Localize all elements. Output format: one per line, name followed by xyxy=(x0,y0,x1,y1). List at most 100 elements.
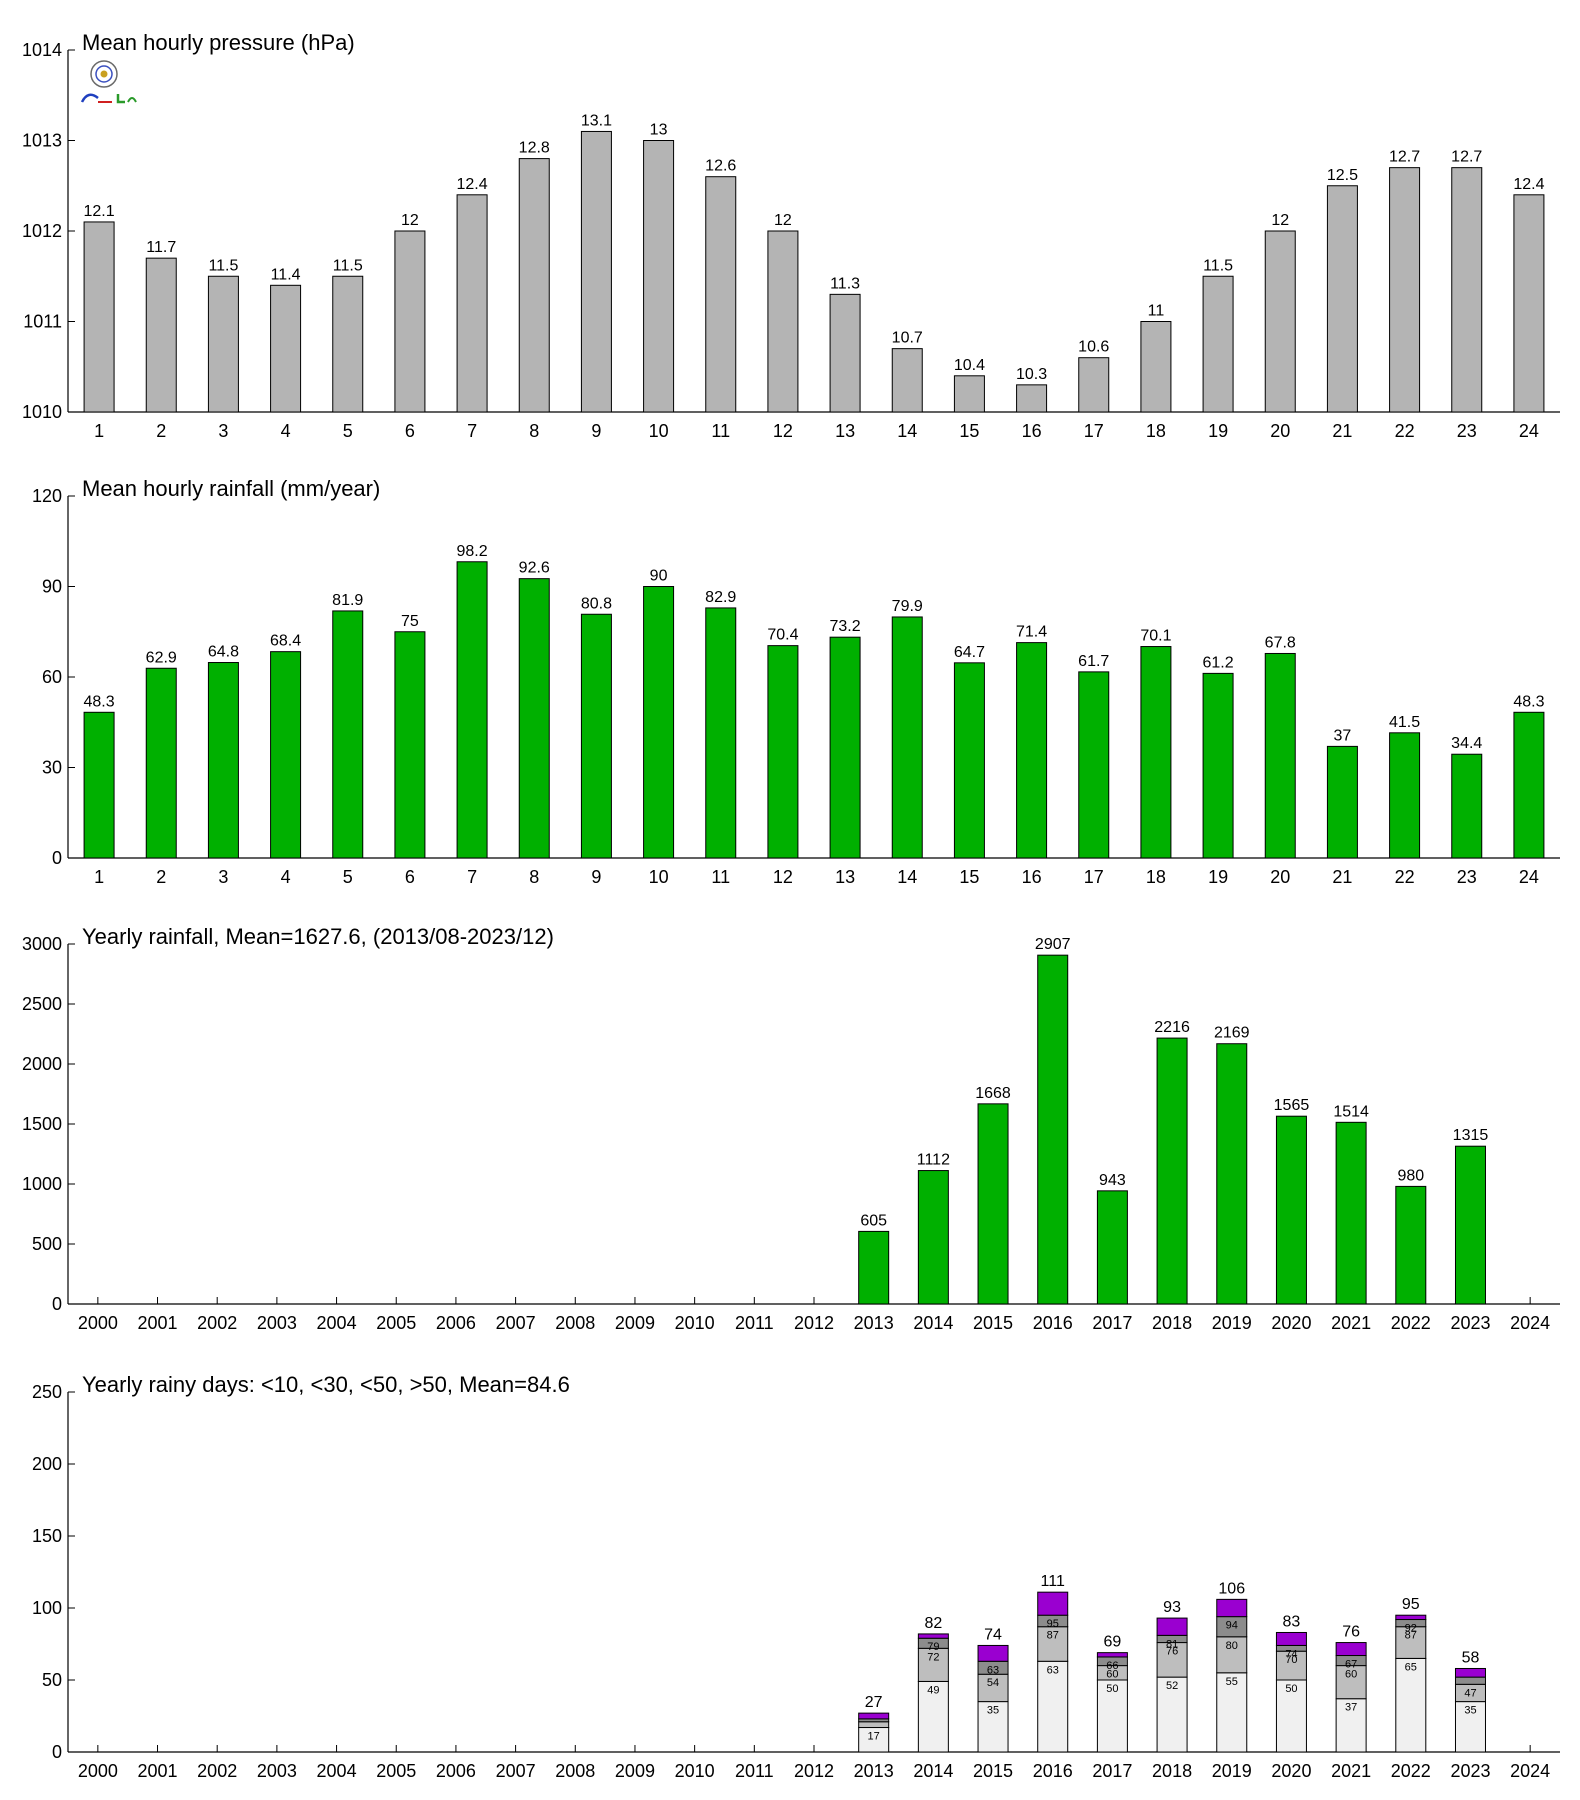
segment-lt10 xyxy=(917,1680,949,1753)
x-tick-label: 11 xyxy=(711,421,730,441)
data-label: 13.1 xyxy=(581,112,612,129)
x-tick-label: 22 xyxy=(1395,867,1415,887)
segment-label: 95 xyxy=(1047,1618,1059,1630)
bar xyxy=(456,561,488,859)
data-label: 27 xyxy=(865,1694,883,1711)
data-label: 12.5 xyxy=(1327,167,1358,184)
bar xyxy=(207,662,239,859)
segment-lt10 xyxy=(1037,1660,1069,1753)
bar xyxy=(891,348,923,413)
x-tick-label: 7 xyxy=(467,421,477,441)
x-tick-label: 20 xyxy=(1270,867,1290,887)
x-tick-label: 17 xyxy=(1084,867,1104,887)
bar xyxy=(953,375,985,413)
x-tick-label: 2006 xyxy=(436,1313,476,1333)
bar xyxy=(953,662,985,859)
segment-label: 66 xyxy=(1106,1660,1118,1672)
data-label: 1668 xyxy=(975,1085,1011,1102)
segment-gt50 xyxy=(1037,1591,1069,1616)
bar xyxy=(891,616,923,859)
x-tick-label: 2021 xyxy=(1331,1761,1371,1781)
data-label: 62.9 xyxy=(146,649,177,666)
data-label: 71.4 xyxy=(1016,624,1047,641)
segment-gt50 xyxy=(1216,1598,1248,1618)
x-tick-label: 2009 xyxy=(615,1313,655,1333)
x-tick-label: 2024 xyxy=(1510,1313,1550,1333)
x-tick-label: 13 xyxy=(835,421,855,441)
segment-gt50 xyxy=(1275,1631,1307,1646)
segment-gt50 xyxy=(1335,1642,1367,1657)
segment-lt10 xyxy=(1275,1679,1307,1753)
data-label: 37 xyxy=(1334,727,1352,744)
segment-lt10 xyxy=(858,1727,890,1753)
data-label: 70.4 xyxy=(767,627,798,644)
x-tick-label: 2000 xyxy=(78,1761,118,1781)
x-tick-label: 2022 xyxy=(1391,1313,1431,1333)
y-tick-label: 90 xyxy=(42,577,62,597)
segment-label: 35 xyxy=(1464,1705,1476,1717)
bar xyxy=(518,158,550,413)
y-tick-label: 100 xyxy=(32,1598,62,1618)
data-label: 943 xyxy=(1099,1172,1126,1189)
x-tick-label: 2019 xyxy=(1212,1761,1252,1781)
x-tick-label: 6 xyxy=(405,421,415,441)
bar xyxy=(1454,1145,1486,1305)
bar xyxy=(1156,1037,1188,1305)
chart-title-2: Mean hourly rainfall (mm/year) xyxy=(82,476,380,501)
x-tick-label: 10 xyxy=(649,421,669,441)
bar xyxy=(1389,732,1421,859)
bar xyxy=(1037,954,1069,1305)
x-tick-label: 2004 xyxy=(317,1761,357,1781)
x-tick-label: 2018 xyxy=(1152,1313,1192,1333)
data-label: 12 xyxy=(1271,212,1289,229)
bar xyxy=(1096,1190,1128,1305)
data-label: 980 xyxy=(1397,1167,1424,1184)
bar xyxy=(1216,1043,1248,1305)
x-tick-label: 2014 xyxy=(913,1313,953,1333)
data-label: 10.6 xyxy=(1078,339,1109,356)
segment-label: 60 xyxy=(1345,1669,1357,1681)
segment-label: 72 xyxy=(927,1651,939,1663)
x-tick-label: 2009 xyxy=(615,1761,655,1781)
x-tick-label: 14 xyxy=(897,867,917,887)
x-tick-label: 2010 xyxy=(675,1761,715,1781)
segment-label: 67 xyxy=(1345,1659,1357,1671)
segment-label: 76 xyxy=(1166,1646,1178,1658)
x-tick-label: 2012 xyxy=(794,1761,834,1781)
bar xyxy=(1016,384,1048,413)
data-label: 11 xyxy=(1148,303,1165,320)
x-tick-label: 2008 xyxy=(555,1313,595,1333)
x-tick-label: 17 xyxy=(1084,421,1104,441)
data-label: 95 xyxy=(1402,1596,1420,1613)
bar xyxy=(705,176,737,413)
segment-label: 49 xyxy=(927,1684,939,1696)
x-tick-label: 19 xyxy=(1208,421,1228,441)
data-label: 61.2 xyxy=(1203,654,1234,671)
data-label: 73.2 xyxy=(830,618,861,635)
segment-label: 35 xyxy=(987,1705,999,1717)
lab-logo xyxy=(80,60,137,104)
y-tick-label: 120 xyxy=(32,486,62,506)
bar xyxy=(1202,275,1234,413)
x-tick-label: 2015 xyxy=(973,1761,1013,1781)
data-label: 64.8 xyxy=(208,644,239,661)
data-label: 12.4 xyxy=(457,176,488,193)
data-label: 11.4 xyxy=(271,266,301,283)
bar xyxy=(145,667,177,859)
bar xyxy=(858,1230,890,1305)
segment-lt10 xyxy=(1454,1701,1486,1753)
y-tick-label: 0 xyxy=(52,848,62,868)
segment-lt10 xyxy=(1156,1676,1188,1753)
bar xyxy=(1078,357,1110,413)
x-tick-label: 21 xyxy=(1332,867,1352,887)
segment-label: 17 xyxy=(868,1731,880,1743)
x-tick-label: 16 xyxy=(1022,421,1042,441)
x-tick-label: 2002 xyxy=(197,1761,237,1781)
data-label: 2169 xyxy=(1214,1025,1250,1042)
data-label: 74 xyxy=(984,1626,1002,1643)
y-tick-label: 50 xyxy=(42,1670,62,1690)
segment-gt50 xyxy=(858,1712,890,1720)
x-tick-label: 2008 xyxy=(555,1761,595,1781)
segment-lt30 xyxy=(1037,1626,1069,1662)
x-tick-label: 12 xyxy=(773,421,793,441)
